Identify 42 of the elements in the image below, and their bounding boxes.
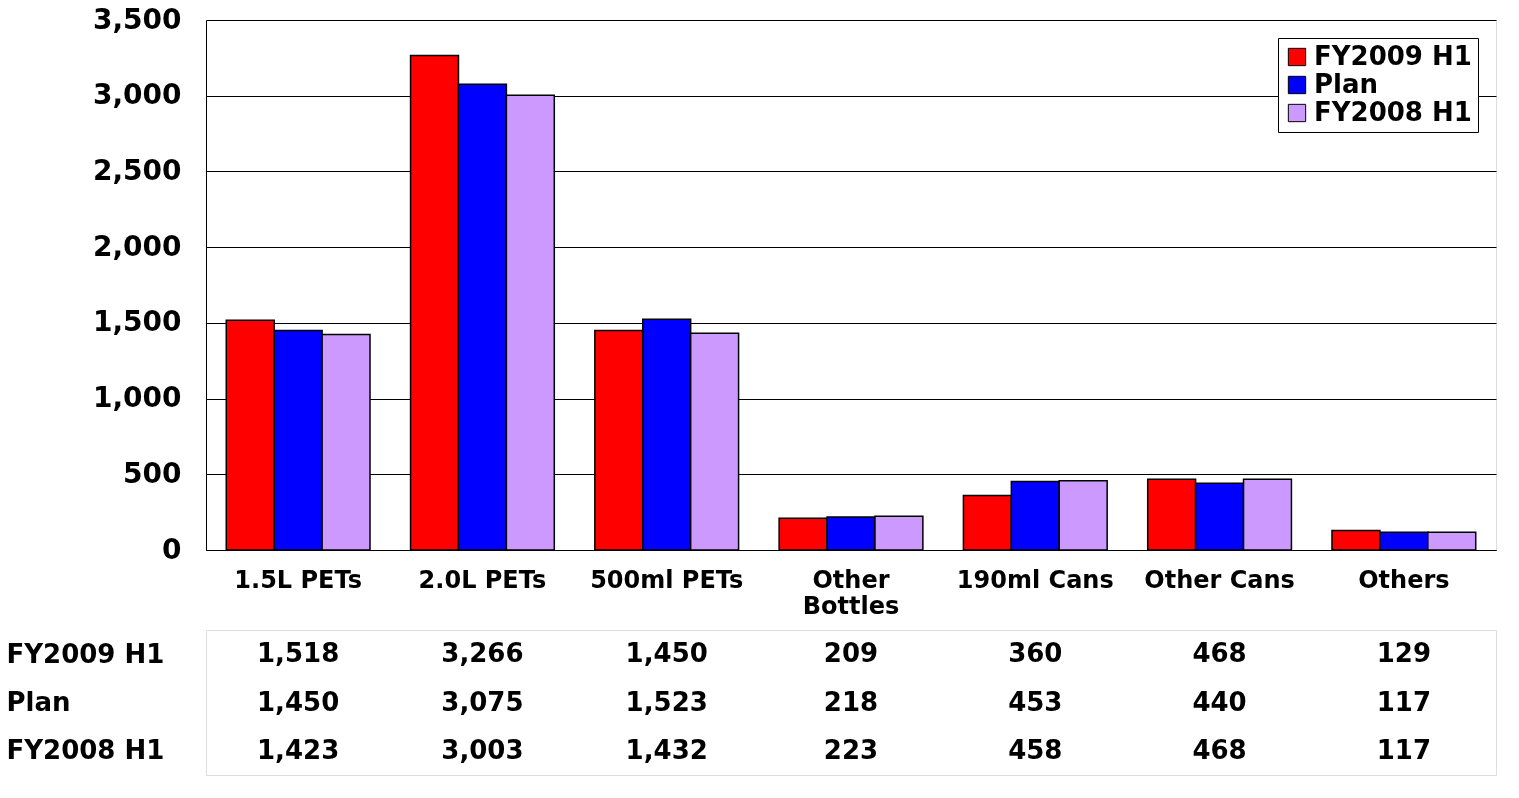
data-label: 1,432: [625, 734, 708, 765]
text: FY2009 H1: [6, 638, 165, 669]
data-label: 129: [1376, 638, 1431, 669]
data-label: 360: [1008, 638, 1063, 669]
text: FY2008 H1: [6, 735, 165, 766]
data-label: 3,075: [441, 686, 524, 717]
x-tick-label: 190ml Cans: [956, 565, 1114, 594]
data-label: 1,450: [625, 638, 708, 669]
y-tick-label: 3,000: [92, 78, 182, 112]
data-label: 1,450: [257, 686, 340, 717]
data-label: 218: [823, 686, 879, 717]
x-tick-label: 500ml PETs: [590, 565, 744, 594]
data-label: 468: [1192, 734, 1247, 765]
data-label: 440: [1192, 686, 1247, 717]
legend-label: Plan: [1314, 69, 1379, 99]
y-tick-label: 3,500: [92, 2, 182, 36]
data-label: 468: [1192, 638, 1247, 669]
data-label: 1,523: [625, 686, 708, 717]
data-label: 3,266: [441, 638, 524, 669]
x-tick-label: Other Cans: [1144, 565, 1295, 594]
y-tick-label: 2,000: [92, 229, 182, 263]
x-tick-label: 1.5L PETs: [234, 565, 362, 594]
y-tick-label: 2,500: [92, 153, 182, 187]
y-tick-label: 0: [162, 532, 182, 566]
x-tick-label: Others: [1358, 565, 1450, 594]
x-tick-label: Other Bottles: [802, 565, 900, 620]
data-label: 453: [1008, 686, 1063, 717]
legend-label: FY2009 H1: [1314, 41, 1472, 71]
data-label: 209: [823, 638, 879, 669]
data-label: 1,518: [257, 638, 340, 669]
data-label: 1,423: [257, 734, 340, 765]
y-tick-label: 500: [123, 456, 182, 490]
data-label: 223: [823, 734, 879, 765]
text: Plan: [6, 687, 71, 717]
data-label: 458: [1008, 734, 1063, 765]
data-label: 3,003: [441, 734, 524, 765]
data-label: 117: [1376, 686, 1431, 717]
x-tick-label: 2.0L PETs: [418, 565, 547, 594]
y-tick-label: 1,500: [92, 305, 182, 339]
data-label: 117: [1376, 734, 1431, 765]
legend-label: FY2008 H1: [1314, 97, 1472, 127]
y-tick-label: 1,000: [92, 381, 182, 415]
